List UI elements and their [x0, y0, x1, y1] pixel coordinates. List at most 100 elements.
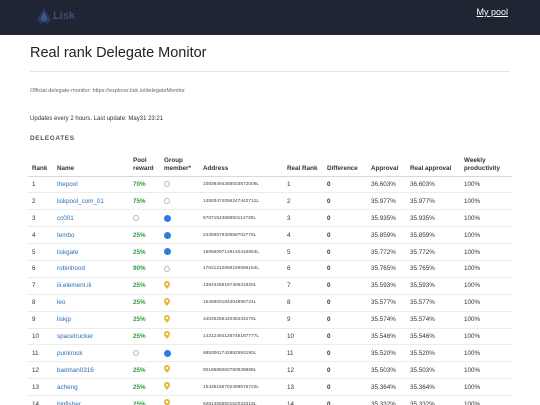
table-row: 7 iii.element.iii 25% 1394326516740531820L 7…: [28, 276, 512, 295]
real-rank: 1: [287, 180, 291, 188]
approval: 35.935%: [367, 209, 406, 227]
top-bar: Lisk My pool: [0, 0, 540, 35]
approval: 35.577%: [367, 293, 406, 312]
rank: 10: [28, 327, 53, 345]
real-rank: 13: [283, 378, 323, 396]
approval: 35.977%: [367, 192, 406, 210]
address: 1545800184304895724L: [199, 293, 283, 312]
map-pin-icon: [164, 365, 170, 375]
delegate-name-link[interactable]: cc001: [53, 209, 129, 227]
col-pool-reward[interactable]: Pool reward: [129, 149, 160, 177]
weekly-productivity: 100%: [460, 395, 512, 405]
logo-text: Lisk: [53, 10, 76, 22]
delegate-name-link[interactable]: robinhood: [53, 259, 129, 278]
pool-reward: 25%: [129, 226, 160, 244]
col-name[interactable]: Name: [53, 149, 129, 177]
rank: 2: [28, 192, 53, 210]
delegate-name-link[interactable]: thepool: [57, 180, 78, 188]
approval: 35.765%: [367, 259, 406, 278]
page-title: Real rank Delegate Monitor: [30, 45, 207, 61]
difference: 0: [323, 344, 367, 362]
rank: 6: [28, 259, 53, 278]
table-row: 3 cc001 6787154358850114730L 3 0 35.935% 35.93…: [28, 209, 512, 227]
weekly-productivity: 100%: [460, 327, 512, 345]
address: 14593474056247442712L: [199, 192, 283, 210]
delegate-name-link[interactable]: badman0316: [53, 361, 129, 379]
weekly-productivity: 100%: [460, 361, 512, 379]
real-approval: 35.503%: [406, 361, 460, 379]
address: 6853061742992593190L: [199, 344, 283, 362]
col-address[interactable]: Address: [199, 149, 283, 177]
table-row: 13 acheng 25% 15435156702499576722L 13 0 35.36…: [28, 378, 512, 396]
weekly-productivity: 100%: [460, 310, 512, 329]
rank: 8: [28, 293, 53, 312]
delegate-name-link[interactable]: liskpool_com_01: [53, 192, 129, 210]
pool-reward-empty: [129, 344, 160, 362]
blue-dot-icon: [164, 214, 171, 222]
weekly-productivity: 100%: [460, 259, 512, 278]
delegate-name-link[interactable]: acheng: [53, 378, 129, 396]
empty-circle-icon: [164, 198, 170, 205]
pool-reward: 25%: [129, 395, 160, 405]
real-approval: 35.593%: [406, 276, 460, 295]
col-group-member[interactable]: Group member*: [160, 149, 199, 177]
address: 16856097149140416854L: [199, 243, 283, 261]
map-pin-icon: [164, 280, 170, 291]
real-approval: 35.574%: [406, 310, 460, 329]
approval: 35.574%: [367, 310, 406, 329]
address: 2435957930558702776L: [199, 226, 283, 244]
pool-reward-empty: [129, 209, 160, 227]
col-difference[interactable]: Difference: [323, 149, 367, 177]
pool-reward: 25%: [129, 276, 160, 295]
my-pool-link[interactable]: My pool: [476, 7, 508, 17]
weekly-productivity: 100%: [464, 180, 481, 188]
delegate-name-link[interactable]: liskgate: [53, 243, 129, 261]
col-real-rank[interactable]: Real Rank: [283, 149, 323, 177]
real-approval: 35.577%: [406, 293, 460, 312]
delegate-name-link[interactable]: bigfisher: [53, 395, 129, 405]
delegates-table: Rank Name Pool reward Group member* Addr…: [28, 149, 512, 405]
real-rank: 9: [283, 310, 323, 329]
real-rank: 2: [283, 192, 323, 210]
group-member: [160, 243, 199, 261]
difference: 0: [323, 259, 367, 278]
rank: 1: [32, 180, 36, 188]
difference: 0: [323, 327, 367, 345]
approval: 35.593%: [367, 276, 406, 295]
real-approval: 35.859%: [406, 226, 460, 244]
weekly-productivity: 100%: [460, 243, 512, 261]
update-status: Updates every 2 hours. Last update: May3…: [30, 116, 164, 122]
official-monitor-note: Official delegate-monitor: https://explo…: [30, 88, 185, 94]
pool-reward: 70%: [133, 180, 146, 188]
group-member: [160, 310, 199, 329]
rank: 9: [28, 310, 53, 329]
logo[interactable]: Lisk: [37, 8, 75, 24]
pool-reward: 75%: [129, 192, 160, 210]
delegate-name-link[interactable]: spacetrucker: [53, 327, 129, 345]
difference: 0: [327, 180, 331, 188]
empty-circle-icon: [164, 181, 170, 188]
blue-dot-icon: [164, 231, 171, 239]
delegate-name-link[interactable]: iii.element.iii: [53, 276, 129, 295]
real-approval: 35.772%: [406, 243, 460, 261]
table-row: 11 punkrock 6853061742992593190L 11 0 35.520%…: [28, 344, 512, 362]
col-rank[interactable]: Rank: [28, 149, 53, 177]
approval: 35.503%: [367, 361, 406, 379]
col-weekly-productivity[interactable]: Weekly productivity: [460, 149, 512, 177]
table-row: 8 leo 25% 1545800184304895724L 8 0 35.577% 35.5…: [28, 293, 512, 312]
delegate-name-link[interactable]: liskjp: [53, 310, 129, 329]
pool-reward: 90%: [129, 259, 160, 278]
real-rank: 5: [283, 243, 323, 261]
delegate-name-link[interactable]: punkrock: [53, 344, 129, 362]
approval: 35.364%: [367, 378, 406, 396]
difference: 0: [323, 395, 367, 405]
col-approval[interactable]: Approval: [367, 149, 406, 177]
real-rank: 7: [283, 276, 323, 295]
group-member: [160, 361, 199, 379]
delegate-name-link[interactable]: tembo: [53, 226, 129, 244]
real-rank: 6: [283, 259, 323, 278]
delegate-name-link[interactable]: leo: [53, 293, 129, 312]
difference: 0: [323, 378, 367, 396]
lisk-logo-icon: [37, 8, 51, 24]
col-real-approval[interactable]: Real approval: [406, 149, 460, 177]
